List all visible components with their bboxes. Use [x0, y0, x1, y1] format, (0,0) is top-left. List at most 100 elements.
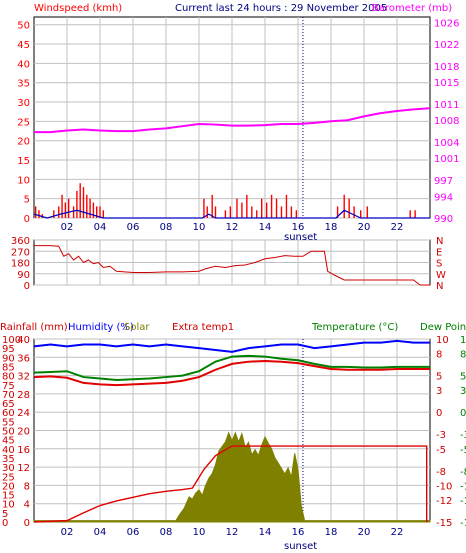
dewpoint-y-tick: -10 [460, 481, 466, 492]
humidity-line [33, 339, 430, 353]
rain-y-tick: 28 [17, 390, 30, 401]
dewpoint-label: Dew Point [420, 322, 466, 333]
x-tick-bottom: 16 [292, 527, 305, 538]
rain-y-tick: 4 [24, 500, 30, 511]
temperature-y-tick: -12 [436, 496, 452, 507]
rain-y-tick: 0 [24, 518, 30, 529]
gust-line [33, 209, 430, 219]
wind-y-tick: 45 [17, 40, 30, 51]
humidity-y-tick: 20 [2, 481, 15, 492]
humidity-y-tick: 0 [2, 518, 8, 529]
humidity-y-tick: 85 [2, 362, 15, 373]
barometer-y-tick: 990 [434, 214, 453, 225]
humidity-y-tick: 40 [2, 445, 15, 456]
direction-y-tick: 0 [24, 281, 30, 292]
dewpoint-y-tick: -3 [460, 430, 466, 441]
barometer-y-tick: 1008 [434, 116, 459, 127]
x-tick-bottom: 14 [259, 527, 272, 538]
x-tick-top: 06 [127, 222, 140, 233]
humidity-y-tick: 50 [2, 427, 15, 438]
barometer-line [34, 107, 431, 134]
solar-area [33, 431, 431, 523]
temperature-y-tick: 0 [436, 408, 442, 419]
temperature-y-tick: 3 [436, 386, 442, 397]
dewpoint-y-tick: 5 [460, 372, 466, 383]
temperature-y-tick: -5 [436, 445, 446, 456]
dewpoint-y-tick: 8 [460, 350, 466, 361]
barometer-y-tick: 1015 [434, 78, 459, 89]
temperature-y-tick: 8 [436, 350, 442, 361]
x-tick-top: 14 [259, 222, 272, 233]
dewpoint-line [33, 354, 430, 381]
rain-y-tick: 16 [17, 445, 30, 456]
humidity-y-tick: 25 [2, 472, 15, 483]
wind-y-tick: 30 [17, 98, 30, 109]
humidity-y-tick: 80 [2, 372, 15, 383]
temperature-y-tick: -15 [436, 518, 452, 529]
direction-y-tick: 360 [11, 236, 30, 247]
x-tick-top: 16 [292, 222, 305, 233]
rain-y-tick: 8 [24, 481, 30, 492]
temperature-y-tick: -8 [436, 467, 446, 478]
wind-y-tick: 15 [17, 156, 30, 167]
barometer-y-tick: 1022 [434, 40, 459, 51]
dewpoint-y-tick: 10 [460, 335, 466, 346]
sunset-label-top: sunset [284, 232, 317, 243]
x-tick-bottom: 20 [358, 527, 371, 538]
temperature-y-tick: 5 [436, 372, 442, 383]
dewpoint-y-tick: 0 [460, 408, 466, 419]
barometer-y-tick: 1001 [434, 154, 459, 165]
windspeed-label: Windspeed (kmh) [34, 3, 122, 14]
rain-y-tick: 20 [17, 427, 30, 438]
humidity-y-tick: 10 [2, 500, 15, 511]
temperature-line [33, 359, 430, 387]
rain-y-tick: 36 [17, 353, 30, 364]
x-tick-bottom: 02 [61, 527, 74, 538]
x-tick-top: 20 [358, 222, 371, 233]
x-tick-bottom: 18 [325, 527, 338, 538]
humidity-y-tick: 75 [2, 381, 15, 392]
dewpoint-y-tick: -8 [460, 467, 466, 478]
wind-y-tick: 40 [17, 59, 30, 70]
x-tick-top: 08 [160, 222, 173, 233]
rain-y-tick: 12 [17, 463, 30, 474]
humidity-y-tick: 5 [2, 509, 8, 520]
dewpoint-y-tick: 3 [460, 386, 466, 397]
humidity-y-tick: 30 [2, 463, 15, 474]
extra-temp-label: Extra temp1 [172, 322, 234, 333]
barometer-y-tick: 1018 [434, 62, 459, 73]
x-tick-top: 10 [193, 222, 206, 233]
humidity-label: Humidity (%) [68, 322, 134, 333]
direction-compass-label: E [436, 247, 442, 258]
temperature-y-tick: -3 [436, 430, 446, 441]
rainfall-label: Rainfall (mm) [0, 322, 68, 333]
direction-compass-label: N [436, 281, 443, 292]
direction-compass-label: W [436, 270, 446, 281]
humidity-y-tick: 95 [2, 344, 15, 355]
wind-y-tick: 10 [17, 175, 30, 186]
humidity-y-tick: 65 [2, 399, 15, 410]
x-tick-bottom: 04 [94, 527, 107, 538]
barometer-y-tick: 994 [434, 192, 453, 203]
wind-y-tick: 20 [17, 137, 30, 148]
barometer-y-tick: 997 [434, 176, 453, 187]
rain-y-tick: 32 [17, 372, 30, 383]
x-tick-top: 18 [325, 222, 338, 233]
x-tick-top: 22 [391, 222, 404, 233]
x-tick-top: 02 [61, 222, 74, 233]
barometer-y-tick: 1004 [434, 138, 459, 149]
humidity-y-tick: 15 [2, 491, 15, 502]
direction-compass-label: S [436, 259, 442, 270]
x-tick-bottom: 06 [127, 527, 140, 538]
wind-y-tick: 0 [24, 214, 30, 225]
rain-y-tick: 40 [17, 335, 30, 346]
humidity-y-tick: 70 [2, 390, 15, 401]
x-tick-top: 04 [94, 222, 107, 233]
barometer-y-tick: 1011 [434, 100, 459, 111]
barometer-label: Barometer (mb) [372, 3, 452, 14]
dewpoint-y-tick: -5 [460, 445, 466, 456]
solar-label: Solar [124, 322, 150, 333]
wind-y-tick: 50 [17, 21, 30, 32]
wind-y-tick: 35 [17, 79, 30, 90]
rainfall-line [33, 445, 428, 523]
